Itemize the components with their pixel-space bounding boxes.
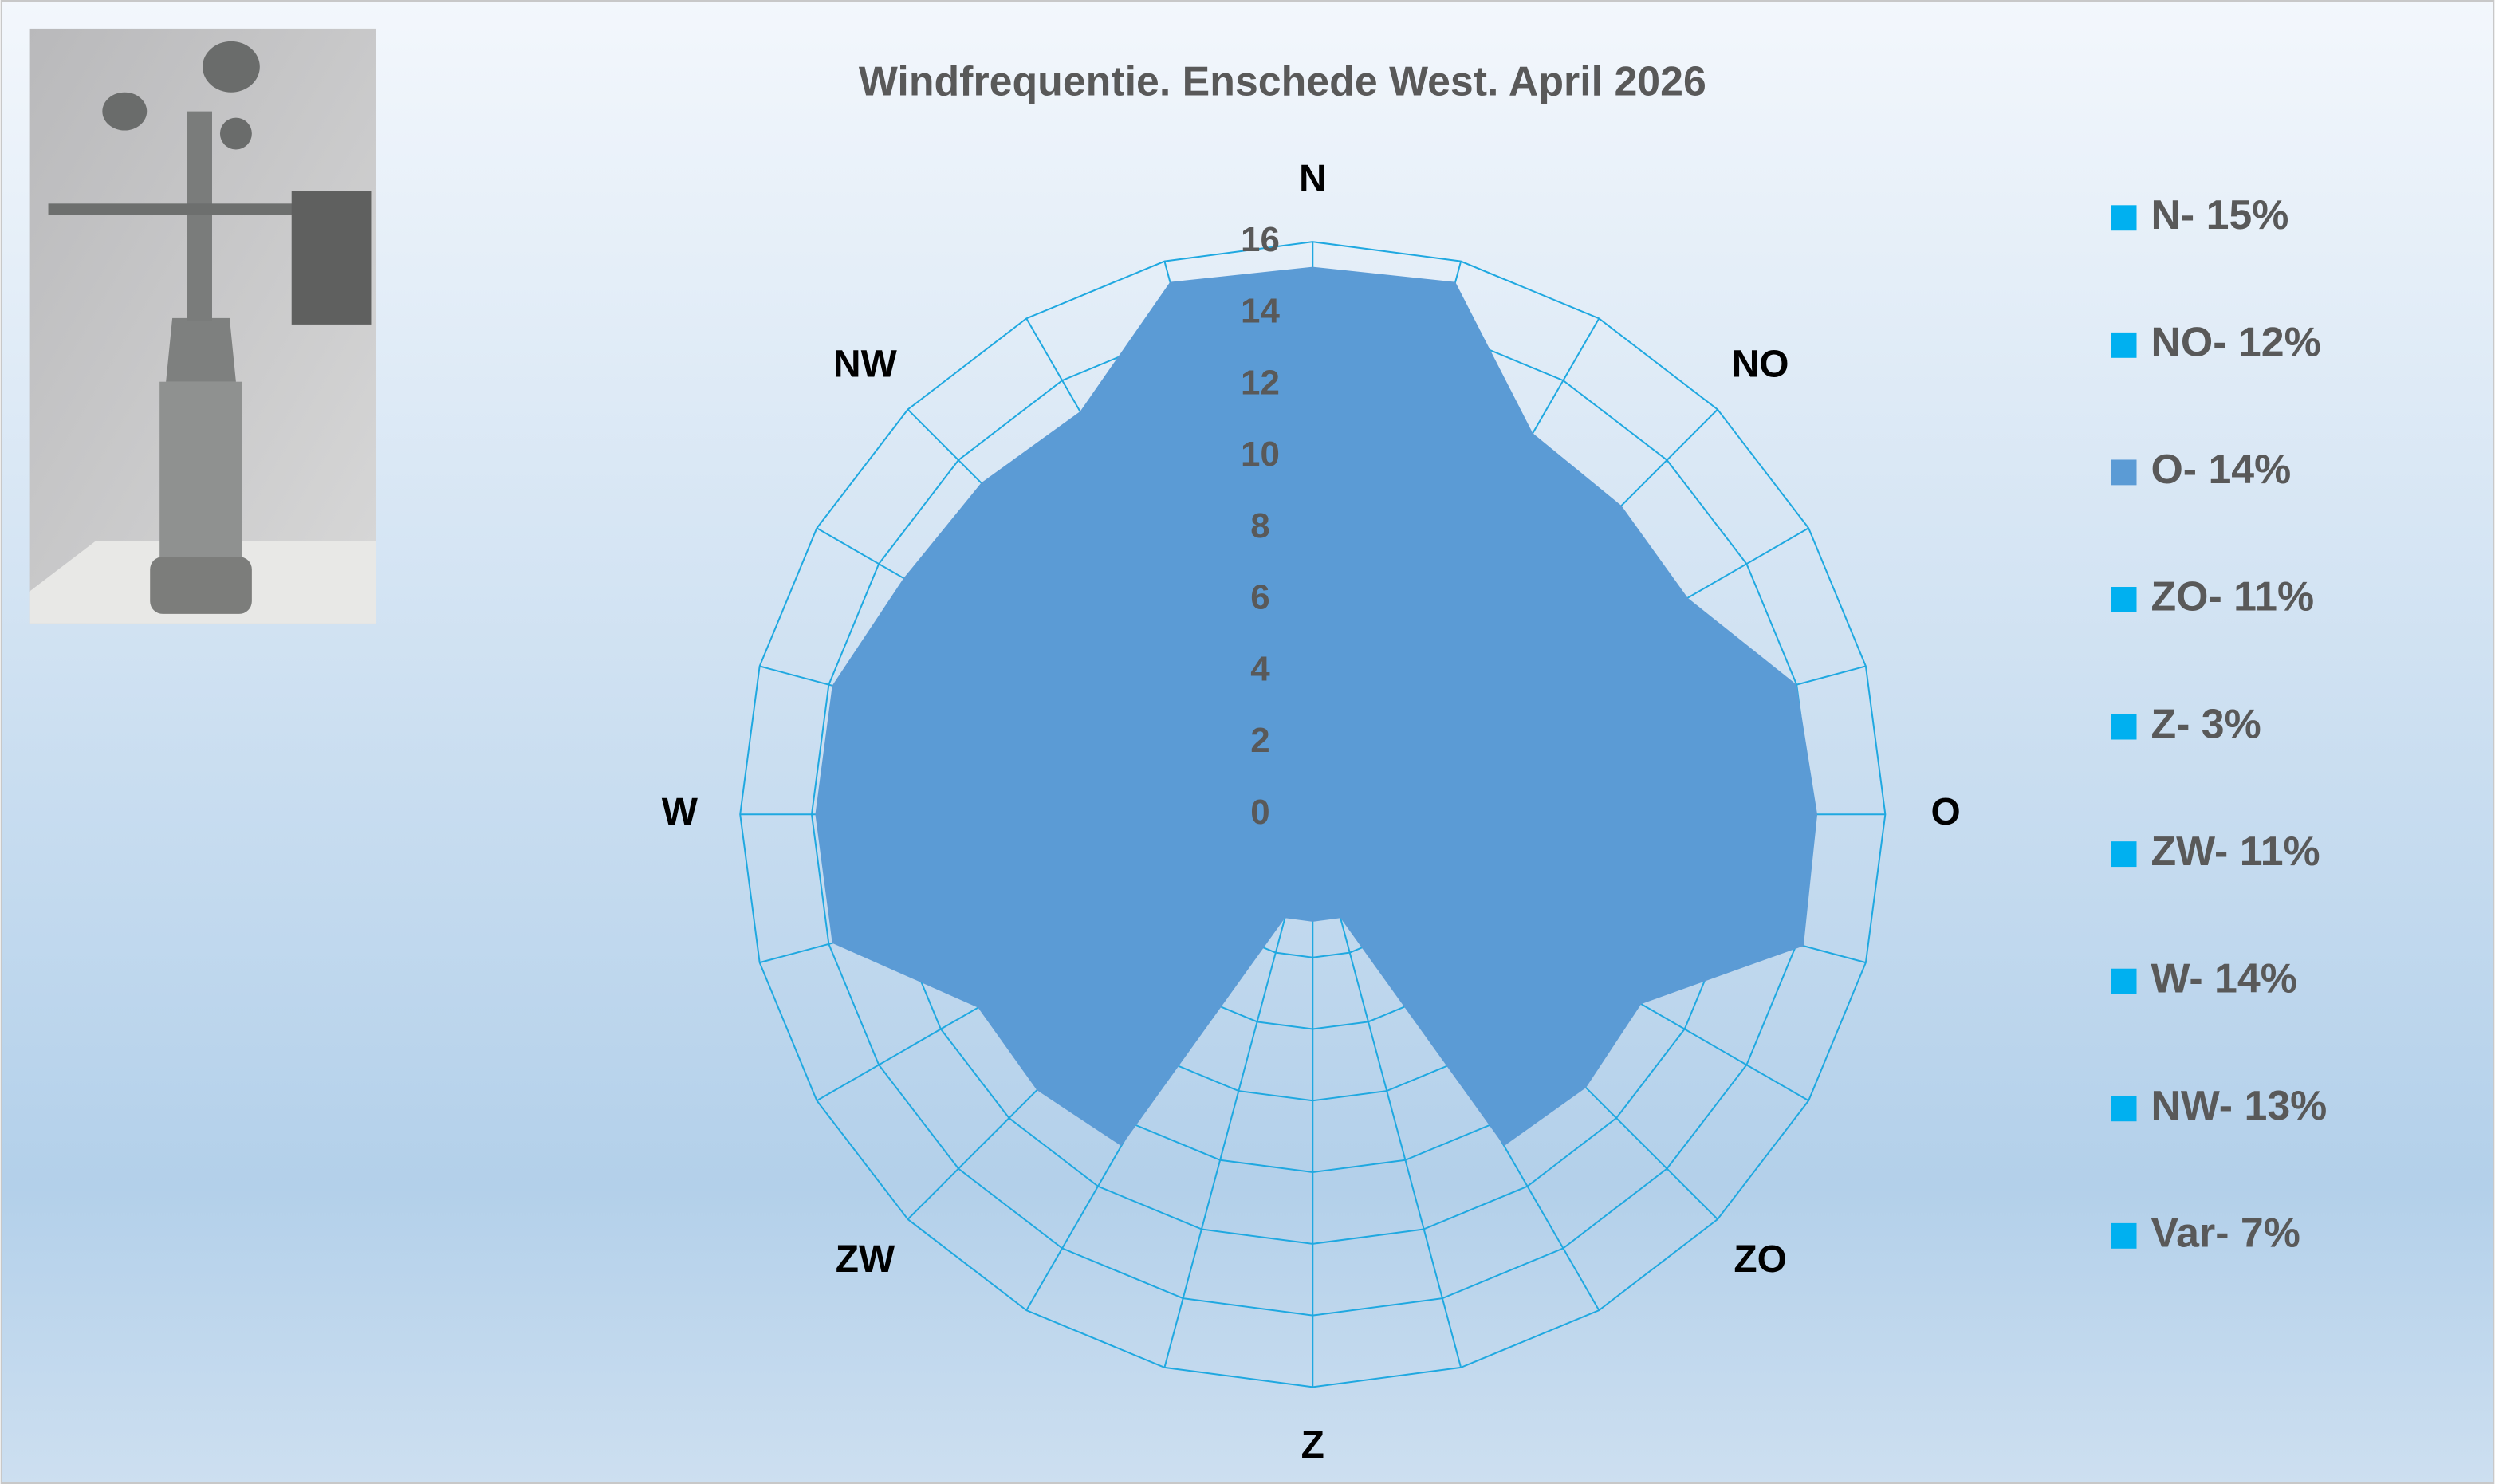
category-label: ZO (1734, 1238, 1786, 1281)
legend-swatch (2111, 332, 2137, 358)
chart-title: Windfrequentie. Enschede West. April 202… (859, 57, 1706, 104)
category-label: NO (1732, 344, 1789, 386)
r-tick-label: 2 (1250, 721, 1269, 760)
legend-swatch (2111, 714, 2137, 740)
category-label: N (1299, 158, 1327, 200)
legend-label: O- 14% (2151, 446, 2291, 492)
r-tick-label: 10 (1241, 435, 1280, 474)
r-tick-label: 4 (1250, 649, 1270, 688)
legend-label: ZW- 11% (2151, 828, 2320, 874)
radar-area (815, 266, 1818, 1147)
r-tick-label: 8 (1250, 506, 1269, 545)
legend-label: W- 14% (2151, 955, 2296, 1001)
category-label: ZW (836, 1238, 895, 1281)
legend-swatch (2111, 1096, 2137, 1122)
legend-swatch (2111, 459, 2137, 486)
legend-label: ZO- 11% (2151, 573, 2314, 620)
legend-swatch (2111, 841, 2137, 868)
r-tick-label: 6 (1250, 578, 1269, 617)
legend-label: Var- 7% (2151, 1210, 2300, 1256)
category-label: Z (1301, 1424, 1324, 1466)
r-tick-label: 14 (1241, 292, 1280, 331)
r-tick-label: 16 (1241, 220, 1280, 259)
legend-label: N- 15% (2151, 191, 2288, 238)
legend-swatch (2111, 587, 2137, 612)
category-label: O (1931, 791, 1961, 833)
legend-label: NW- 13% (2151, 1082, 2327, 1128)
r-tick-label: 0 (1250, 793, 1269, 832)
category-label: W (662, 791, 699, 833)
legend-label: NO- 12% (2151, 319, 2320, 365)
r-tick-label: 12 (1241, 363, 1280, 402)
category-label: NW (833, 344, 898, 386)
photo (29, 28, 376, 624)
legend-swatch (2111, 1222, 2137, 1249)
legend-swatch (2111, 968, 2137, 994)
legend-swatch (2111, 205, 2137, 231)
legend-label: Z- 3% (2151, 700, 2261, 746)
